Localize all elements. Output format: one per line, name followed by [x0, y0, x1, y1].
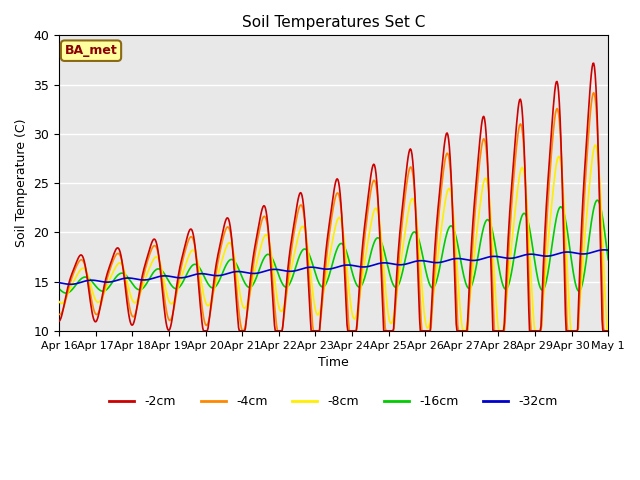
- Y-axis label: Soil Temperature (C): Soil Temperature (C): [15, 119, 28, 247]
- Legend: -2cm, -4cm, -8cm, -16cm, -32cm: -2cm, -4cm, -8cm, -16cm, -32cm: [104, 390, 563, 413]
- Title: Soil Temperatures Set C: Soil Temperatures Set C: [242, 15, 426, 30]
- Text: BA_met: BA_met: [65, 44, 117, 57]
- X-axis label: Time: Time: [318, 356, 349, 369]
